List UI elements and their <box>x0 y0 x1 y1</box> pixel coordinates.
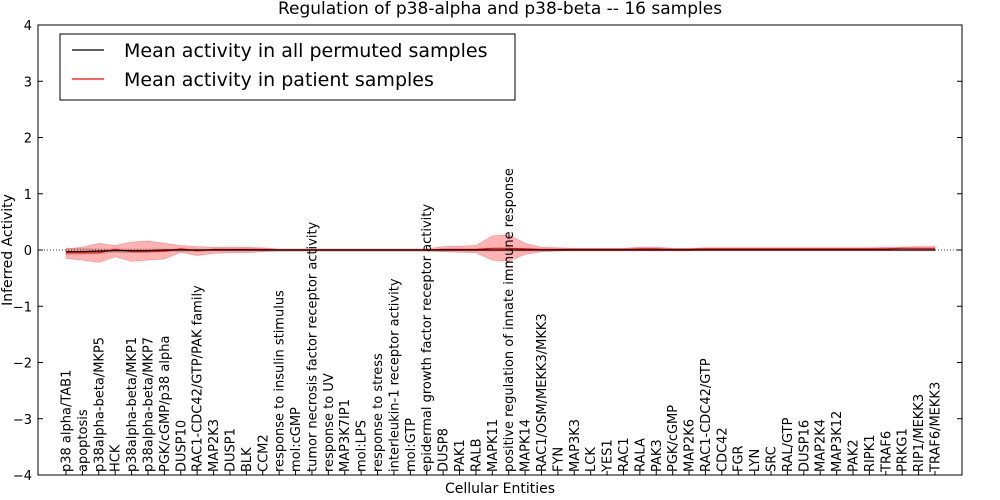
x-tick-label: DUSP8 <box>437 428 452 472</box>
x-tick-label: SRC <box>765 446 780 472</box>
y-tick-label: −2 <box>13 357 32 372</box>
x-tick-label: MAP3K7IP1 <box>338 399 353 472</box>
legend-label-permuted: Mean activity in all permuted samples <box>124 40 487 62</box>
x-tick-label: TRAF6 <box>879 431 894 473</box>
y-tick-label: −4 <box>13 469 32 484</box>
x-tick-label: p38 alpha/TAB1 <box>60 370 75 472</box>
x-tick-label: response to insulin stimulus <box>273 290 288 472</box>
x-tick-label: response to stress <box>371 353 386 472</box>
x-tick-label: DUSP16 <box>797 420 812 472</box>
x-tick-label: PGK/cGMP <box>666 405 681 472</box>
x-tick-label: RAL/GTP <box>781 417 796 472</box>
x-tick-label: mol:GTP <box>404 418 419 472</box>
series-line-permuted <box>66 249 935 253</box>
x-tick-label: HCK <box>109 444 124 472</box>
x-tick-label: MAP2K4 <box>814 419 829 472</box>
x-tick-label: LYN <box>748 449 763 472</box>
x-tick-label: PAK3 <box>650 439 665 472</box>
x-tick-label: MAPK11 <box>486 419 501 472</box>
x-tick-label: MAP2K3 <box>207 419 222 472</box>
y-tick-label: 3 <box>24 75 32 90</box>
y-axis-label: Inferred Activity <box>0 194 16 306</box>
chart-title: Regulation of p38-alpha and p38-beta -- … <box>278 0 722 19</box>
x-tick-label: p38alpha-beta/MKP1 <box>125 337 140 472</box>
y-tick-label: 0 <box>24 244 32 259</box>
x-tick-label: FGR <box>732 445 747 472</box>
x-tick-label: CDC42 <box>715 427 730 472</box>
x-tick-label: PAK2 <box>847 439 862 472</box>
y-tick-label: −1 <box>13 300 32 315</box>
y-tick-label: −3 <box>13 413 32 428</box>
x-tick-label: response to UV <box>322 373 337 472</box>
x-tick-label: BLK <box>240 447 255 472</box>
x-tick-label: epidermal growth factor receptor activit… <box>420 204 435 472</box>
x-tick-label: PGK/cGMP/p38 alpha <box>158 336 173 472</box>
x-tick-label: RAC1 <box>617 437 632 472</box>
x-tick-label: apoptosis <box>76 409 91 472</box>
x-tick-label: YES1 <box>601 439 616 473</box>
x-tick-label: DUSP1 <box>224 428 239 472</box>
x-tick-label: PRKG1 <box>896 428 911 472</box>
x-tick-label: RAC1-CDC42/GTP/PAK family <box>191 285 206 472</box>
legend-label-patient: Mean activity in patient samples <box>124 69 434 91</box>
x-tick-label: mol:cGMP <box>289 407 304 472</box>
y-tick-label: 1 <box>24 188 32 203</box>
x-tick-label: interleukin-1 receptor activity <box>387 278 402 472</box>
x-tick-label: RALA <box>633 438 648 472</box>
x-tick-label: DUSP10 <box>174 420 189 472</box>
y-tick-label: 4 <box>24 19 32 34</box>
x-tick-label: RIP1/MEKK3 <box>912 394 927 472</box>
legend-box <box>59 33 516 101</box>
x-tick-label: positive regulation of innate immune res… <box>502 168 517 472</box>
x-tick-label: tumor necrosis factor receptor activity <box>305 221 320 472</box>
x-tick-label: p38alpha-beta/MKP5 <box>92 337 107 472</box>
y-tick-label: 2 <box>24 132 32 147</box>
x-tick-label: MAP2K6 <box>683 419 698 472</box>
x-tick-label: MAP3K3 <box>568 419 583 472</box>
x-tick-label: TRAF6/MEKK3 <box>929 382 944 473</box>
x-tick-label: CCM2 <box>256 434 271 472</box>
x-tick-label: p38alpha-beta/MKP7 <box>142 337 157 472</box>
x-tick-label: RAC1/OSM/MEKK3/MKK3 <box>535 313 550 472</box>
x-tick-label: RIPK1 <box>863 434 878 472</box>
x-tick-label: RALB <box>469 438 484 472</box>
x-axis-label: Cellular Entities <box>445 481 555 497</box>
x-tick-label: RAC1-CDC42/GTP <box>699 358 714 472</box>
x-tick-label: mol:LPS <box>355 420 370 472</box>
x-tick-label: PAK1 <box>453 439 468 472</box>
x-tick-label: FYN <box>551 447 566 472</box>
x-tick-label: MAPK14 <box>519 419 534 472</box>
x-tick-label: LCK <box>584 447 599 472</box>
x-tick-label: MAP3K12 <box>830 411 845 472</box>
legend: Mean activity in all permuted samples Me… <box>59 33 516 101</box>
